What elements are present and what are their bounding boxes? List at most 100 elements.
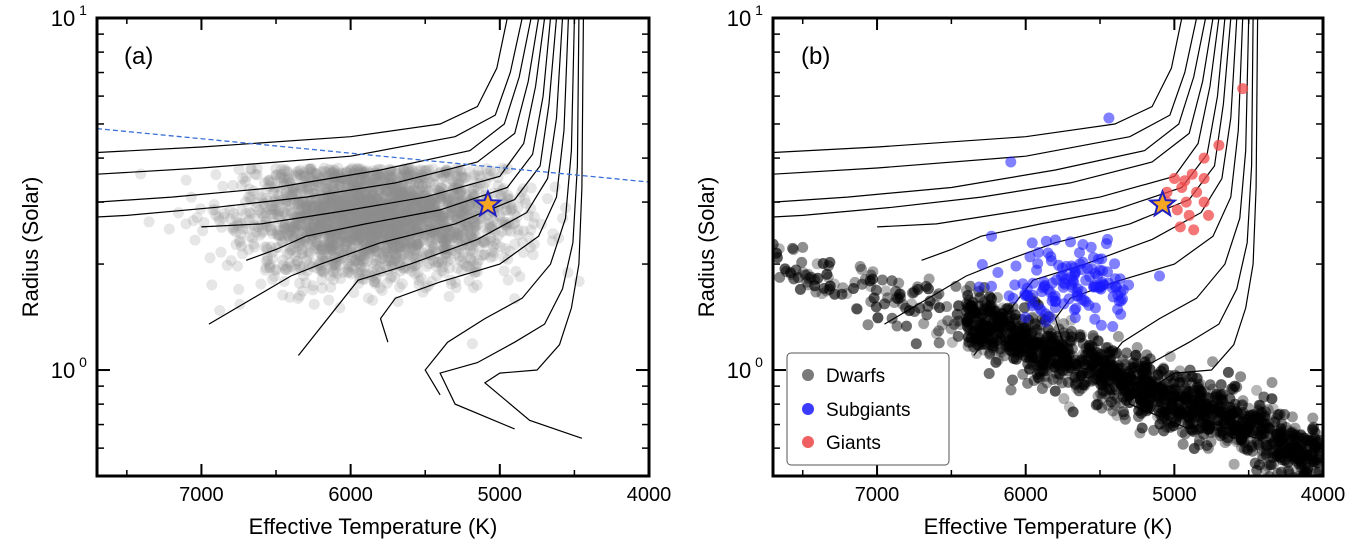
x-tick-label: 6000 xyxy=(1003,484,1048,506)
dwarf-point xyxy=(1063,365,1074,376)
y-tick-label-exponent: 0 xyxy=(755,354,763,370)
dwarf-point xyxy=(1189,443,1200,454)
dwarf-point xyxy=(557,213,568,224)
subgiant-point xyxy=(1083,300,1094,311)
subgiant-point xyxy=(1032,258,1043,269)
subgiant-point xyxy=(1089,314,1100,325)
dwarf-point xyxy=(1093,391,1104,402)
dwarf-point xyxy=(787,243,798,254)
dwarf-point xyxy=(1178,439,1189,450)
dwarf-point xyxy=(181,175,192,186)
dwarf-point xyxy=(236,205,247,216)
dwarf-point xyxy=(1296,456,1307,467)
dwarf-point xyxy=(413,229,424,240)
subgiant-point xyxy=(1123,280,1134,291)
dwarf-point xyxy=(309,299,320,310)
dwarf-point xyxy=(284,188,295,199)
dwarf-point xyxy=(1223,367,1234,378)
dwarf-point xyxy=(947,337,958,348)
dwarf-point xyxy=(562,267,573,278)
subgiant-point xyxy=(1093,254,1104,265)
dwarf-point xyxy=(1021,325,1032,336)
dwarf-point xyxy=(1235,371,1246,382)
dwarf-point xyxy=(300,277,311,288)
dwarf-point xyxy=(1006,385,1017,396)
dwarf-point xyxy=(1007,375,1018,386)
dwarf-point xyxy=(426,208,437,219)
dwarf-point xyxy=(248,185,259,196)
dwarf-point xyxy=(299,170,310,181)
dwarf-point xyxy=(1222,435,1233,446)
dwarf-point xyxy=(414,185,425,196)
legend-label-giants: Giants xyxy=(826,433,881,454)
dwarf-point xyxy=(1113,331,1124,342)
dwarf-point xyxy=(314,200,325,211)
y-tick-label: 10 xyxy=(51,358,75,383)
dwarf-point xyxy=(1231,382,1242,393)
dwarf-point xyxy=(909,286,920,297)
legend-marker-subgiants xyxy=(802,403,814,415)
dwarf-point xyxy=(1075,332,1086,343)
evolution-track xyxy=(773,18,1206,202)
evolution-track xyxy=(97,18,522,174)
dwarf-point xyxy=(999,350,1010,361)
giant-point xyxy=(1191,187,1202,198)
dwarf-point xyxy=(1039,371,1050,382)
x-tick-label: 5000 xyxy=(1152,484,1197,506)
dwarf-point xyxy=(992,292,1003,303)
dwarf-point xyxy=(1064,401,1075,412)
subgiant-point xyxy=(1067,275,1078,286)
subgiant-point xyxy=(1028,298,1039,309)
dwarf-point xyxy=(328,201,339,212)
subgiant-point xyxy=(986,231,997,242)
dwarf-point xyxy=(1013,349,1024,360)
evolution-track xyxy=(773,18,1182,153)
dwarf-point xyxy=(1133,411,1144,422)
dwarf-point xyxy=(1070,379,1081,390)
dwarf-point xyxy=(1087,364,1098,375)
dwarf-point xyxy=(1137,423,1148,434)
dwarf-point xyxy=(214,305,225,316)
dwarf-point xyxy=(892,321,903,332)
dwarf-point xyxy=(921,281,932,292)
dwarf-point xyxy=(1145,379,1156,390)
dwarf-point xyxy=(829,279,840,290)
dwarf-point xyxy=(206,279,217,290)
dwarf-point xyxy=(233,284,244,295)
subgiant-point xyxy=(1041,236,1052,247)
dwarf-point xyxy=(1158,425,1169,436)
dwarf-point xyxy=(1057,346,1068,357)
subgiant-point xyxy=(1103,113,1114,124)
x-tick-label: 7000 xyxy=(855,484,900,506)
dwarf-point xyxy=(1194,398,1205,409)
dwarf-point xyxy=(1289,472,1300,483)
y-axis-label-b: Radius (Solar) xyxy=(694,177,719,318)
dwarf-point xyxy=(1011,321,1022,332)
dwarf-point xyxy=(338,199,349,210)
giant-point xyxy=(1199,153,1210,164)
subgiant-point xyxy=(1017,278,1028,289)
dwarf-point xyxy=(356,267,367,278)
dwarf-point xyxy=(230,227,241,238)
dwarf-point xyxy=(866,270,877,281)
dwarf-point xyxy=(1076,354,1087,365)
dwarf-point xyxy=(294,290,305,301)
y-tick-label: 10 xyxy=(727,6,751,31)
y-tick-label-exponent: 1 xyxy=(79,2,87,18)
dwarf-point xyxy=(971,348,982,359)
panel-a: 7000 6000 5000 4000101100 (a) Effective Tem… xyxy=(18,2,671,539)
dwarf-point xyxy=(911,338,922,349)
dwarf-point xyxy=(346,212,357,223)
dwarf-point xyxy=(953,316,964,327)
dwarf-point xyxy=(260,208,271,219)
dwarf-point xyxy=(1257,450,1268,461)
y-tick-label: 10 xyxy=(727,358,751,383)
giant-point xyxy=(1184,210,1195,221)
dwarf-point xyxy=(284,231,295,242)
dwarf-point xyxy=(1139,361,1150,372)
dwarf-point xyxy=(1307,424,1318,435)
dwarf-point xyxy=(1207,356,1218,367)
subgiant-point xyxy=(1020,312,1031,323)
dwarf-point xyxy=(1050,386,1061,397)
dwarf-point xyxy=(921,309,932,320)
